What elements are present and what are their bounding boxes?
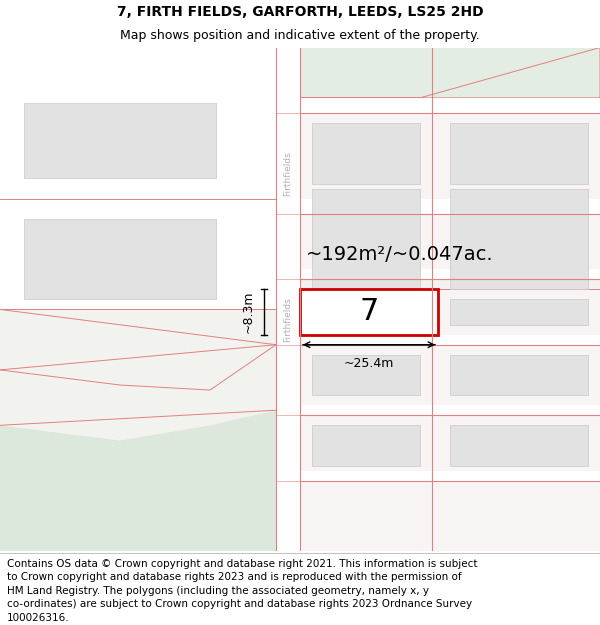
Bar (276, 48, 300, 551)
Bar (432, 113, 600, 199)
Bar (312, 189, 420, 289)
Bar (276, 199, 600, 214)
Bar (300, 415, 432, 471)
Text: 7: 7 (359, 298, 379, 326)
Bar (450, 425, 588, 466)
Text: Firthfields: Firthfields (284, 297, 293, 342)
Bar (432, 199, 600, 279)
Bar (306, 294, 384, 329)
Polygon shape (0, 345, 276, 441)
Text: Map shows position and indicative extent of the property.: Map shows position and indicative extent… (120, 29, 480, 42)
Bar (300, 199, 432, 279)
Bar (276, 334, 600, 345)
Bar (24, 103, 216, 179)
Bar (432, 415, 600, 471)
Bar (450, 123, 588, 184)
Text: Firthfields: Firthfields (284, 151, 293, 196)
Bar (300, 289, 438, 334)
Text: Contains OS data © Crown copyright and database right 2021. This information is : Contains OS data © Crown copyright and d… (7, 559, 478, 623)
Bar (0, 199, 276, 309)
Text: ~8.3m: ~8.3m (242, 291, 255, 333)
Bar (300, 48, 600, 98)
Bar (276, 471, 600, 481)
Bar (312, 123, 420, 184)
Bar (24, 219, 216, 299)
Text: ~192m²/~0.047ac.: ~192m²/~0.047ac. (306, 245, 494, 264)
Bar (300, 345, 432, 405)
Bar (432, 345, 600, 405)
Bar (450, 355, 588, 395)
Bar (300, 481, 600, 551)
Polygon shape (0, 410, 276, 551)
Text: 7, FIRTH FIELDS, GARFORTH, LEEDS, LS25 2HD: 7, FIRTH FIELDS, GARFORTH, LEEDS, LS25 2… (116, 5, 484, 19)
Bar (450, 189, 588, 289)
Bar (432, 289, 600, 334)
Bar (276, 98, 600, 113)
Polygon shape (300, 48, 600, 98)
Bar (312, 425, 420, 466)
Bar (276, 48, 300, 551)
Text: ~25.4m: ~25.4m (344, 357, 394, 370)
Bar (276, 405, 600, 415)
Bar (450, 299, 588, 324)
Bar (0, 48, 276, 199)
Bar (276, 269, 600, 279)
Bar (300, 113, 432, 199)
Bar (312, 355, 420, 395)
